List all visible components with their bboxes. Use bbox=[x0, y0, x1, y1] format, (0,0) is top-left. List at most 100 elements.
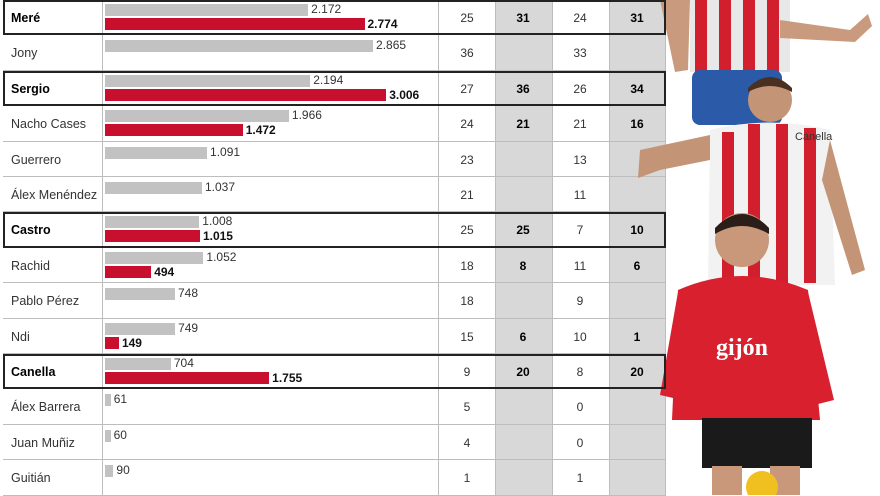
table-row: Guerrero 1.091 23 13 bbox=[3, 142, 666, 177]
player-name: Rachid bbox=[11, 258, 50, 273]
bar-grey-label: 704 bbox=[173, 356, 194, 370]
bar-grey-label: 61 bbox=[113, 392, 128, 407]
bar-grey bbox=[105, 74, 311, 87]
bar-grey-label: 1.966 bbox=[291, 108, 322, 123]
row-separator bbox=[3, 459, 666, 461]
cell-c3: 8 bbox=[576, 365, 584, 379]
table-row: Ndi 749 149 15 6 10 1 bbox=[3, 319, 666, 354]
table-row: Álex Menéndez 1.037 21 11 bbox=[3, 177, 666, 213]
bar-red bbox=[105, 336, 119, 349]
bar-red bbox=[105, 372, 270, 384]
bar-red bbox=[105, 88, 387, 101]
cell-c2: 21 bbox=[516, 117, 530, 132]
cell-c1: 18 bbox=[460, 294, 474, 309]
cell-c3: 21 bbox=[573, 117, 587, 132]
table-row: Meré 2.172 2.774 25 31 24 31 bbox=[3, 0, 666, 36]
row-highlight-box bbox=[3, 354, 666, 390]
cell-c2: 25 bbox=[516, 223, 530, 238]
player-name: Jony bbox=[11, 46, 38, 61]
player-name: Meré bbox=[11, 11, 41, 25]
cell-c1: 21 bbox=[460, 188, 474, 202]
player-name: Guitián bbox=[11, 471, 51, 486]
row-separator bbox=[3, 175, 666, 177]
bar-grey bbox=[105, 251, 204, 264]
cell-c4: 20 bbox=[630, 365, 644, 379]
bar-red bbox=[105, 18, 365, 30]
photo-caption: Canella bbox=[795, 131, 833, 143]
row-highlight-box bbox=[3, 212, 666, 248]
cell-c3: 0 bbox=[576, 400, 584, 415]
cell-c4: 10 bbox=[630, 223, 644, 238]
cell-c1: 25 bbox=[460, 223, 474, 238]
bar-red-label: 1.755 bbox=[272, 371, 303, 385]
bar-red-label: 3.006 bbox=[389, 87, 420, 102]
cell-c4: 31 bbox=[630, 11, 644, 25]
bar-grey bbox=[105, 465, 114, 478]
bar-grey-label: 748 bbox=[177, 286, 198, 301]
cell-c3: 11 bbox=[573, 258, 587, 273]
cell-c2: 20 bbox=[516, 365, 530, 379]
table-row: Álex Barrera 61 5 0 bbox=[3, 389, 666, 425]
bar-grey bbox=[105, 4, 309, 16]
cell-c4: 34 bbox=[630, 81, 644, 96]
cell-c3: 10 bbox=[573, 329, 587, 344]
table-row: Pablo Pérez 748 18 9 bbox=[3, 283, 666, 319]
bar-red-label: 1.472 bbox=[245, 123, 276, 138]
table-row: Canella 704 1.755 9 20 8 20 bbox=[3, 354, 666, 390]
cell-c3: 11 bbox=[573, 188, 587, 202]
cell-c2: 31 bbox=[516, 11, 530, 25]
cell-c1: 5 bbox=[463, 400, 471, 415]
table-row: Juan Muñiz 60 4 0 bbox=[3, 425, 666, 461]
bar-grey-label: 2.865 bbox=[376, 38, 407, 53]
row-separator bbox=[3, 69, 666, 71]
bar-grey-label: 1.052 bbox=[206, 249, 237, 264]
bar-grey bbox=[105, 216, 200, 229]
cell-c3: 13 bbox=[573, 152, 587, 167]
bar-grey bbox=[105, 322, 176, 335]
player-photo-bottom: gijón bbox=[660, 213, 834, 495]
bar-grey bbox=[105, 288, 175, 301]
cell-c4: 1 bbox=[633, 329, 641, 344]
bar-red-label: 2.774 bbox=[367, 17, 398, 31]
player-name: Juan Muñiz bbox=[11, 435, 75, 450]
bar-grey bbox=[105, 394, 111, 407]
player-name: Pablo Pérez bbox=[11, 294, 80, 309]
cell-c1: 24 bbox=[460, 117, 474, 132]
bar-grey bbox=[105, 40, 374, 53]
bar-grey bbox=[105, 358, 171, 370]
cell-c1: 18 bbox=[460, 258, 474, 273]
bar-red bbox=[105, 230, 200, 243]
jersey-logo: gijón bbox=[716, 335, 768, 361]
table-row: Jony 2.865 36 33 bbox=[3, 35, 666, 71]
player-name: Nacho Cases bbox=[11, 117, 87, 132]
bar-grey-label: 90 bbox=[116, 463, 130, 478]
cell-c1: 36 bbox=[460, 46, 474, 61]
player-photo-top bbox=[660, 0, 872, 125]
cell-c1: 9 bbox=[463, 365, 471, 379]
bar-red-label: 494 bbox=[154, 264, 175, 279]
cell-c2: 36 bbox=[516, 81, 530, 96]
cell-c1: 1 bbox=[463, 471, 471, 486]
table-row: Nacho Cases 1.966 1.472 24 21 21 16 bbox=[3, 106, 666, 142]
bar-red bbox=[105, 124, 243, 137]
table-row: Guitián 90 1 1 bbox=[3, 460, 666, 496]
cell-c1: 25 bbox=[460, 11, 474, 25]
player-name: Ndi bbox=[11, 329, 30, 344]
row-highlight-box bbox=[3, 0, 666, 36]
player-name: Guerrero bbox=[11, 152, 62, 167]
row-separator bbox=[3, 352, 666, 354]
cell-c3: 33 bbox=[573, 46, 587, 61]
player-name: Álex Menéndez bbox=[11, 188, 98, 202]
player-name: Castro bbox=[11, 223, 51, 238]
cell-c1: 15 bbox=[460, 329, 474, 344]
bar-red bbox=[105, 265, 152, 278]
cell-c2: 6 bbox=[519, 329, 527, 344]
cell-c3: 26 bbox=[573, 81, 587, 96]
cell-c3: 24 bbox=[573, 11, 587, 25]
bar-grey-label: 1.091 bbox=[210, 144, 241, 159]
bar-grey-label: 2.172 bbox=[311, 2, 342, 16]
row-separator bbox=[3, 282, 666, 284]
bar-red-label: 1.015 bbox=[202, 229, 233, 244]
row-highlight-box bbox=[3, 70, 666, 107]
bar-grey bbox=[105, 146, 208, 159]
